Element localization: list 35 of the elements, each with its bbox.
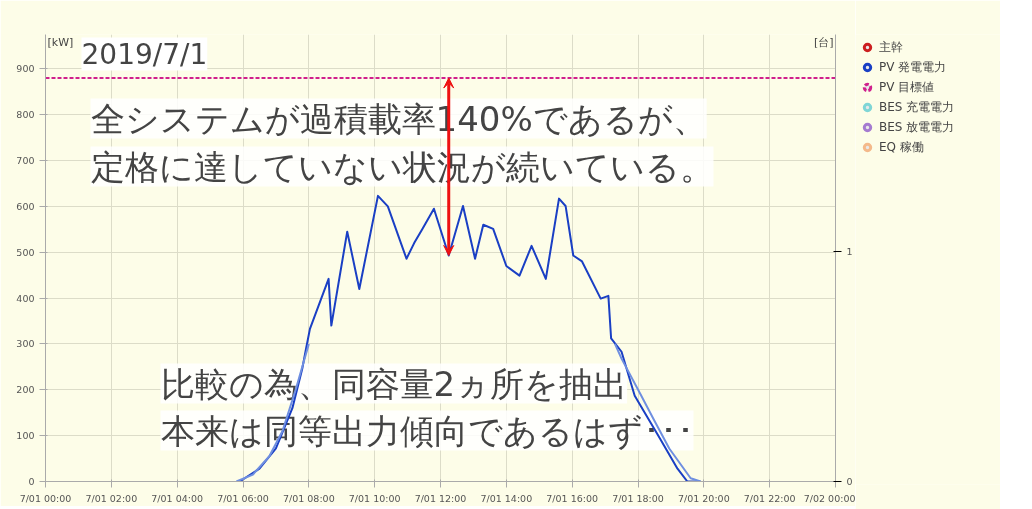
y-tick-label: 0 [28, 476, 35, 487]
x-tick-label: 7/01 08:00 [282, 492, 335, 504]
legend-label: 主幹 [879, 38, 903, 56]
x-tick-label: 7/01 04:00 [151, 492, 204, 504]
x-tick-label: 7/01 02:00 [85, 492, 138, 504]
x-tick-label: 7/01 06:00 [217, 492, 269, 504]
legend-label: PV 発電電力 [879, 58, 947, 76]
y-axis-title: [kW] [47, 35, 74, 49]
x-tick-label: 7/01 20:00 [677, 492, 730, 504]
x-tick-label: 7/02 00:00 [803, 492, 856, 504]
annotation: 比較の為、同容量2ヵ所を抽出 [160, 363, 628, 404]
x-tick-label: 7/01 22:00 [743, 492, 796, 504]
x-tick-label: 7/01 12:00 [414, 492, 467, 504]
chart-title: 2019/7/1 [81, 37, 208, 71]
y2-tick-label: 1 [846, 245, 853, 257]
legend-label: EQ 稼働 [879, 138, 924, 156]
x-tick-label: 7/01 10:00 [348, 492, 401, 504]
y-tick-label: 100 [16, 430, 35, 442]
x-tick-label: 7/01 14:00 [480, 492, 533, 504]
y-tick-label: 500 [16, 246, 35, 258]
legend-label: PV 目標値 [879, 78, 935, 96]
y-tick-label: 700 [16, 155, 35, 167]
y-tick-label: 600 [16, 200, 35, 212]
y2-axis-title: [台] [813, 35, 834, 49]
y-tick-label: 900 [16, 63, 35, 75]
x-tick-label: 7/01 00:00 [19, 492, 72, 504]
y-tick-label: 400 [16, 292, 35, 304]
y-tick-label: 200 [16, 384, 35, 396]
x-tick-label: 7/01 18:00 [612, 492, 664, 504]
y2-tick-label: 0 [846, 476, 853, 487]
legend-label: BES 放電電力 [879, 118, 955, 136]
x-tick-label: 7/01 16:00 [546, 492, 599, 504]
legend-label: BES 充電電力 [879, 98, 955, 116]
y-tick-label: 300 [16, 338, 35, 350]
y-tick-label: 800 [16, 109, 35, 121]
